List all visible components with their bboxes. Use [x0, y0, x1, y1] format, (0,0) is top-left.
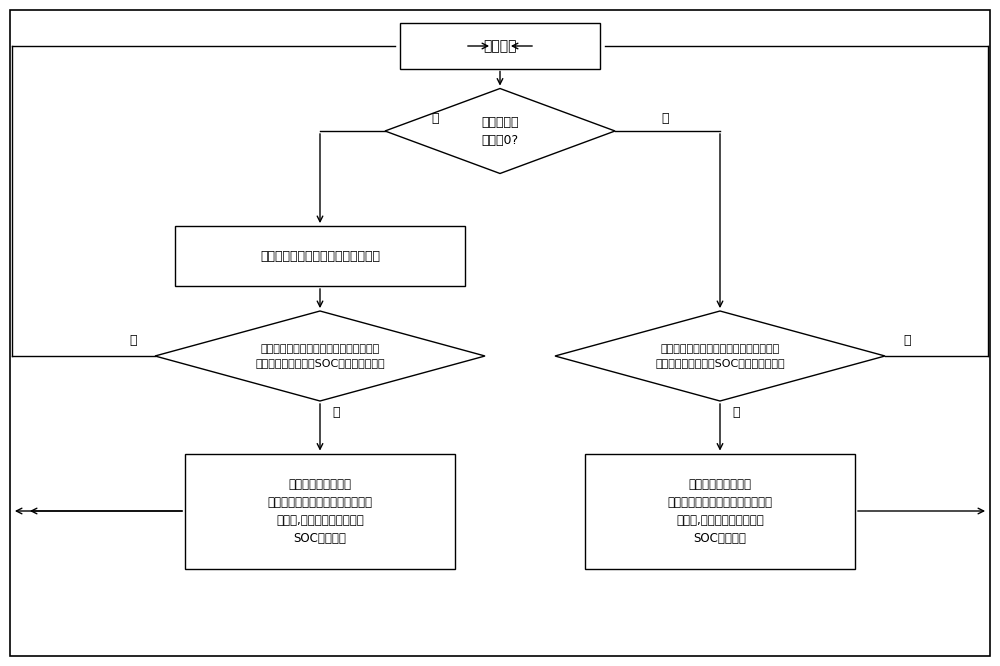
Text: 程序开始: 程序开始	[483, 39, 517, 53]
Bar	[585, 454, 855, 569]
Polygon shape	[385, 89, 615, 174]
Text: 是: 是	[130, 334, 137, 348]
Bar	[185, 454, 455, 569]
Text: 微电网中央控制器判断液流电池储能装置
和锂电池储能装置的SOC是否达到正常值: 微电网中央控制器判断液流电池储能装置 和锂电池储能装置的SOC是否达到正常值	[655, 344, 785, 368]
Text: 是: 是	[431, 113, 439, 125]
Text: 利用大电网的电能充分满足负荷用电: 利用大电网的电能充分满足负荷用电	[260, 250, 380, 262]
Text: 是: 是	[903, 334, 910, 348]
Text: 微电网净负
荷大于0?: 微电网净负 荷大于0?	[481, 115, 519, 147]
Polygon shape	[555, 311, 885, 401]
Polygon shape	[155, 311, 485, 401]
Text: 否: 否	[661, 113, 669, 125]
Text: 利用大电网的电能给
液流电池储能装置和锂电池储能装
置充电,恢复两个储能装置的
SOC到正常值: 利用大电网的电能给 液流电池储能装置和锂电池储能装 置充电,恢复两个储能装置的 …	[268, 478, 372, 545]
Text: 微电网中央控制器判断液流电池储能装置
和锂电池储能装置的SOC是否达到正常值: 微电网中央控制器判断液流电池储能装置 和锂电池储能装置的SOC是否达到正常值	[255, 344, 385, 368]
Text: 否: 否	[732, 406, 740, 420]
Bar	[175, 226, 465, 286]
Text: 利用大电网的电能给
液流电池储能装置和锂电池储能装
置充电,恢复两个储能装置的
SOC到正常值: 利用大电网的电能给 液流电池储能装置和锂电池储能装 置充电,恢复两个储能装置的 …	[668, 478, 772, 545]
Bar	[400, 23, 600, 69]
Text: 否: 否	[332, 406, 340, 420]
